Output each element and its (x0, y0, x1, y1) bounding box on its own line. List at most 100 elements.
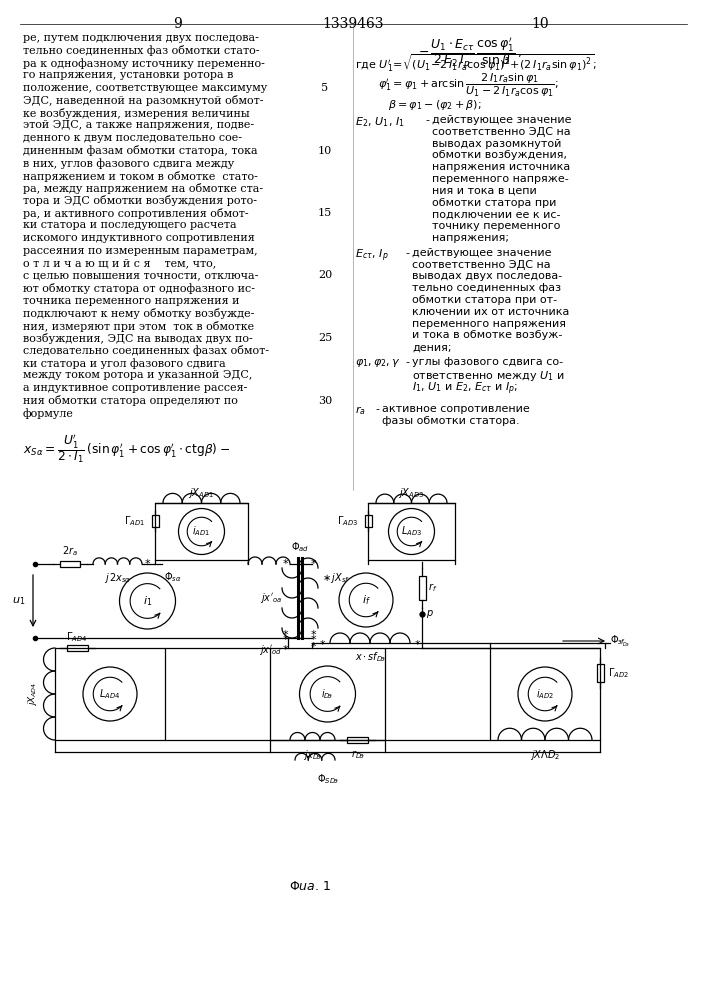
Text: действующее значение: действующее значение (412, 248, 551, 258)
Text: $jx_{D\!э}$: $jx_{D\!э}$ (303, 748, 322, 762)
Text: $I_1$, $U_1$ и $E_2$, $E_{c\tau}$ и $I_p$;: $I_1$, $U_1$ и $E_2$, $E_{c\tau}$ и $I_p… (412, 381, 518, 397)
Text: в них, углов фазового сдвига между: в них, углов фазового сдвига между (23, 158, 234, 169)
Text: ключении их от источника: ключении их от источника (412, 307, 569, 317)
Text: $*$: $*$ (310, 640, 317, 650)
Text: тельно соединенных фаз: тельно соединенных фаз (412, 283, 561, 293)
Text: тельно соединенных фаз обмотки стато-: тельно соединенных фаз обмотки стато- (23, 45, 259, 56)
Text: выводах разомкнутой: выводах разомкнутой (432, 139, 561, 149)
Text: $L_{AD3}$: $L_{AD3}$ (401, 525, 422, 538)
Bar (365, 515, 371, 527)
Text: $\Phi_{SD\!э}$: $\Phi_{SD\!э}$ (317, 772, 339, 786)
Text: ют обмотку статора от однофазного ис-: ют обмотку статора от однофазного ис- (23, 283, 255, 294)
Text: обмотки статора при от-: обмотки статора при от- (412, 295, 557, 305)
Text: тора и ЭДС обмотки возбуждения рото-: тора и ЭДС обмотки возбуждения рото- (23, 196, 257, 207)
Text: $r_{D\!э}$: $r_{D\!э}$ (351, 748, 364, 761)
Text: $i_{AD2}$: $i_{AD2}$ (536, 687, 554, 701)
Text: напряжения источника: напряжения источника (432, 162, 571, 172)
Text: положение, соответствующее максимуму: положение, соответствующее максимуму (23, 83, 267, 93)
Text: 15: 15 (318, 208, 332, 218)
Text: переменного напряже-: переменного напряже- (432, 174, 568, 184)
Text: $x\cdot sf_{D\!э}$: $x\cdot sf_{D\!э}$ (354, 650, 385, 664)
Text: $\Phi_{э\!f_{D\!э}}$: $\Phi_{э\!f_{D\!э}}$ (610, 633, 630, 649)
Text: $*$: $*$ (282, 628, 290, 638)
Text: напряжением и током в обмотке  стато-: напряжением и током в обмотке стато- (23, 170, 258, 182)
Text: подключают к нему обмотку возбужде-: подключают к нему обмотку возбужде- (23, 308, 255, 319)
Text: $i_{AD1}$: $i_{AD1}$ (192, 525, 211, 538)
Text: $\Gamma_{AD4}$: $\Gamma_{AD4}$ (66, 630, 88, 644)
Text: $jX_{AD4}$: $jX_{AD4}$ (26, 682, 39, 706)
Text: искомого индуктивного сопротивления: искомого индуктивного сопротивления (23, 233, 255, 243)
Text: $*$: $*$ (282, 633, 290, 643)
Text: формуле: формуле (23, 408, 74, 419)
Text: обмотки возбуждения,: обмотки возбуждения, (432, 150, 567, 160)
Bar (67, 645, 88, 651)
Text: $\varphi_1^{\prime}=\varphi_1+\arcsin\dfrac{2\,I_1r_a\sin\varphi_1}{U_1-2\,I_1r_: $\varphi_1^{\prime}=\varphi_1+\arcsin\df… (378, 72, 559, 99)
Text: а индуктивное сопротивление рассея-: а индуктивное сопротивление рассея- (23, 383, 247, 393)
Text: между током ротора и указанной ЭДС,: между током ротора и указанной ЭДС, (23, 370, 252, 380)
Text: ответственно между $U_1$ и: ответственно между $U_1$ и (412, 369, 564, 383)
Bar (55, 648, 165, 740)
Text: соответственно ЭДС на: соответственно ЭДС на (432, 127, 571, 137)
Text: 10: 10 (531, 17, 549, 31)
Text: $*$: $*$ (282, 557, 290, 567)
Text: $r_a$: $r_a$ (355, 404, 366, 417)
Text: -: - (405, 248, 409, 258)
Text: $jX\Lambda D_2$: $jX\Lambda D_2$ (530, 748, 560, 762)
Text: углы фазового сдвига со-: углы фазового сдвига со- (412, 357, 563, 367)
Text: $*$: $*$ (144, 557, 151, 567)
Bar (270, 648, 385, 740)
Text: $p$: $p$ (426, 608, 434, 620)
Bar (419, 576, 426, 600)
Text: соответственно ЭДС на: соответственно ЭДС на (412, 260, 551, 270)
Text: ра, между напряжением на обмотке ста-: ра, между напряжением на обмотке ста- (23, 183, 263, 194)
Text: ЭДС, наведенной на разомкнутой обмот-: ЭДС, наведенной на разомкнутой обмот- (23, 96, 264, 106)
Text: $*$: $*$ (310, 628, 317, 638)
Text: рассеяния по измеренным параметрам,: рассеяния по измеренным параметрам, (23, 245, 257, 255)
Text: обмотки статора при: обмотки статора при (432, 198, 556, 208)
Text: -: - (425, 115, 429, 125)
Text: $*$: $*$ (319, 638, 326, 648)
Text: ния и тока в цепи: ния и тока в цепи (432, 186, 537, 196)
Bar (368, 503, 455, 560)
Bar (60, 561, 80, 567)
Text: $\Phi_{s\alpha}$: $\Phi_{s\alpha}$ (164, 570, 182, 584)
Text: $-\,\dfrac{U_1 \cdot E_{c\tau}}{2\,E_2\,I_p}\,\dfrac{\cos\varphi_1^{\prime}}{\si: $-\,\dfrac{U_1 \cdot E_{c\tau}}{2\,E_2\,… (418, 35, 522, 70)
Text: $\beta=\varphi_1-(\varphi_2+\beta)$;: $\beta=\varphi_1-(\varphi_2+\beta)$; (388, 98, 481, 112)
Text: $i_f$: $i_f$ (361, 593, 370, 607)
Text: точника переменного напряжения и: точника переменного напряжения и (23, 296, 240, 306)
Text: 9: 9 (173, 17, 182, 31)
Text: возбуждения, ЭДС на выводах двух по-: возбуждения, ЭДС на выводах двух по- (23, 333, 252, 344)
Text: $*$: $*$ (310, 633, 317, 643)
Text: $2r_a$: $2r_a$ (62, 544, 78, 558)
Text: переменного напряжения: переменного напряжения (412, 319, 566, 329)
Text: $x_{S\alpha} = \dfrac{U_1^{\prime}}{2 \cdot I_1}\,(\sin\varphi_1^{\prime} + \cos: $x_{S\alpha} = \dfrac{U_1^{\prime}}{2 \c… (23, 432, 230, 465)
Text: 10: 10 (318, 145, 332, 155)
Text: $r_f$: $r_f$ (428, 582, 437, 594)
Text: диненным фазам обмотки статора, тока: диненным фазам обмотки статора, тока (23, 145, 257, 156)
Text: $\Gamma_{AD3}$: $\Gamma_{AD3}$ (337, 514, 358, 528)
Text: $\ast\,jX_{sf}$: $\ast\,jX_{sf}$ (322, 571, 350, 585)
Text: ки статора и последующего расчета: ки статора и последующего расчета (23, 221, 237, 231)
Text: $*$: $*$ (282, 643, 290, 653)
Text: ра, и активного сопротивления обмот-: ра, и активного сопротивления обмот- (23, 208, 249, 219)
Text: $\Phi_{ad}$: $\Phi_{ad}$ (291, 540, 309, 554)
Text: ки статора и угол фазового сдвига: ки статора и угол фазового сдвига (23, 358, 226, 369)
Bar (490, 648, 600, 740)
Text: денного к двум последовательно сое-: денного к двум последовательно сое- (23, 133, 242, 143)
Text: действующее значение: действующее значение (432, 115, 571, 125)
Text: 1339463: 1339463 (322, 17, 384, 31)
Bar (151, 515, 158, 527)
Text: точнику переменного: точнику переменного (432, 221, 561, 231)
Text: $L_{AD4}$: $L_{AD4}$ (100, 687, 121, 701)
Text: $*$: $*$ (310, 557, 317, 567)
Text: го напряжения, установки ротора в: го напряжения, установки ротора в (23, 70, 233, 81)
Text: $jX_{AD1}$: $jX_{AD1}$ (189, 486, 214, 500)
Text: $i_1$: $i_1$ (143, 594, 152, 608)
Text: 25: 25 (318, 333, 332, 343)
Text: ре, путем подключения двух последова-: ре, путем подключения двух последова- (23, 33, 259, 43)
Text: ра к однофазному источнику переменно-: ра к однофазному источнику переменно- (23, 58, 265, 69)
Text: фазы обмотки статора.: фазы обмотки статора. (382, 416, 520, 426)
Text: $j\,2x_{s\alpha}$: $j\,2x_{s\alpha}$ (104, 571, 131, 585)
Text: $*$: $*$ (414, 638, 421, 648)
Text: -: - (375, 404, 379, 414)
